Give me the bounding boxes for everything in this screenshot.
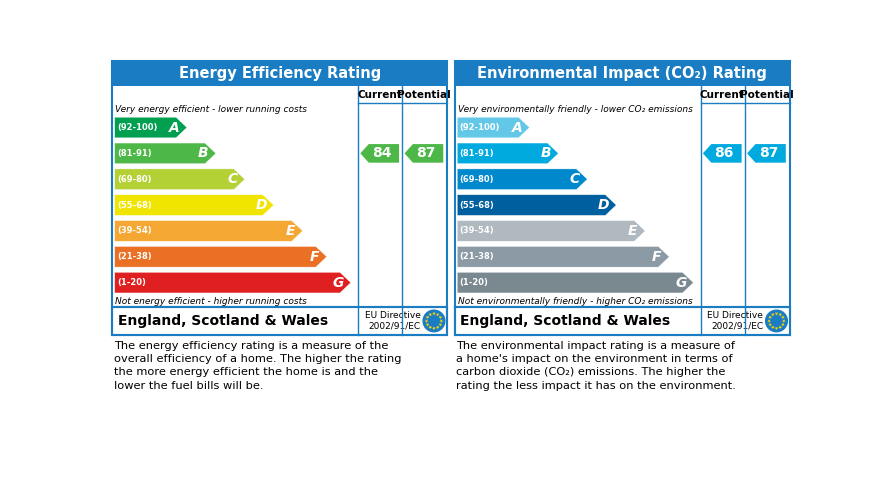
Polygon shape bbox=[432, 312, 436, 316]
Polygon shape bbox=[114, 117, 187, 138]
Text: (55-68): (55-68) bbox=[459, 201, 495, 210]
Text: (1-20): (1-20) bbox=[117, 278, 146, 287]
Text: (69-80): (69-80) bbox=[117, 175, 151, 184]
Text: (81-91): (81-91) bbox=[117, 149, 151, 158]
Text: B: B bbox=[198, 146, 209, 160]
Polygon shape bbox=[425, 319, 429, 323]
Text: E: E bbox=[285, 224, 295, 238]
Text: Very energy efficient - lower running costs: Very energy efficient - lower running co… bbox=[115, 105, 307, 113]
Text: 84: 84 bbox=[372, 146, 392, 160]
Polygon shape bbox=[458, 143, 559, 164]
Polygon shape bbox=[458, 169, 587, 190]
Polygon shape bbox=[747, 144, 786, 163]
Polygon shape bbox=[114, 169, 245, 190]
Polygon shape bbox=[426, 323, 429, 326]
Text: 86: 86 bbox=[715, 146, 734, 160]
Text: E: E bbox=[628, 224, 637, 238]
Text: The environmental impact rating is a measure of
a home's impact on the environme: The environmental impact rating is a mea… bbox=[457, 341, 737, 390]
Text: Energy Efficiency Rating: Energy Efficiency Rating bbox=[179, 66, 381, 81]
Text: G: G bbox=[333, 276, 344, 289]
Polygon shape bbox=[114, 220, 303, 241]
Circle shape bbox=[766, 310, 788, 332]
Polygon shape bbox=[768, 316, 772, 319]
Text: F: F bbox=[652, 250, 662, 264]
Polygon shape bbox=[432, 327, 436, 330]
Circle shape bbox=[423, 310, 444, 332]
Bar bbox=[455, 307, 789, 335]
Polygon shape bbox=[771, 313, 774, 317]
Text: England, Scotland & Wales: England, Scotland & Wales bbox=[118, 314, 328, 328]
Polygon shape bbox=[458, 220, 645, 241]
Polygon shape bbox=[458, 117, 530, 138]
Polygon shape bbox=[114, 195, 274, 215]
Text: Not energy efficient - higher running costs: Not energy efficient - higher running co… bbox=[115, 297, 307, 306]
Text: (69-80): (69-80) bbox=[459, 175, 494, 184]
Text: D: D bbox=[598, 198, 610, 212]
Text: D: D bbox=[255, 198, 267, 212]
Polygon shape bbox=[114, 246, 326, 267]
Text: (39-54): (39-54) bbox=[117, 226, 151, 236]
Text: The energy efficiency rating is a measure of the
overall efficiency of a home. T: The energy efficiency rating is a measur… bbox=[114, 341, 401, 390]
Polygon shape bbox=[778, 313, 782, 317]
Text: 87: 87 bbox=[759, 146, 778, 160]
Bar bbox=[455, 62, 789, 86]
Text: C: C bbox=[227, 172, 238, 186]
Text: (55-68): (55-68) bbox=[117, 201, 151, 210]
Polygon shape bbox=[458, 246, 670, 267]
Text: Environmental Impact (CO₂) Rating: Environmental Impact (CO₂) Rating bbox=[477, 66, 767, 81]
Polygon shape bbox=[429, 313, 432, 317]
Text: (92-100): (92-100) bbox=[117, 123, 158, 132]
Polygon shape bbox=[782, 319, 786, 323]
Text: (21-38): (21-38) bbox=[459, 252, 495, 261]
Polygon shape bbox=[405, 144, 444, 163]
Polygon shape bbox=[438, 316, 442, 319]
Text: Potential: Potential bbox=[397, 90, 451, 100]
Polygon shape bbox=[767, 319, 771, 323]
Text: G: G bbox=[675, 276, 686, 289]
Polygon shape bbox=[771, 326, 774, 329]
Text: Potential: Potential bbox=[739, 90, 793, 100]
Text: (81-91): (81-91) bbox=[459, 149, 495, 158]
Bar bbox=[455, 62, 789, 335]
Text: (1-20): (1-20) bbox=[459, 278, 488, 287]
Bar bbox=[113, 62, 447, 335]
Polygon shape bbox=[426, 316, 429, 319]
Polygon shape bbox=[458, 272, 693, 293]
Polygon shape bbox=[114, 272, 351, 293]
Polygon shape bbox=[439, 319, 444, 323]
Text: (39-54): (39-54) bbox=[459, 226, 495, 236]
Polygon shape bbox=[429, 326, 432, 329]
Polygon shape bbox=[436, 313, 439, 317]
Polygon shape bbox=[774, 327, 778, 330]
Text: England, Scotland & Wales: England, Scotland & Wales bbox=[460, 314, 671, 328]
Polygon shape bbox=[781, 323, 785, 326]
Polygon shape bbox=[114, 143, 216, 164]
Polygon shape bbox=[778, 326, 782, 329]
Polygon shape bbox=[458, 195, 616, 215]
Text: Not environmentally friendly - higher CO₂ emissions: Not environmentally friendly - higher CO… bbox=[458, 297, 693, 306]
Text: EU Directive
2002/91/EC: EU Directive 2002/91/EC bbox=[365, 311, 421, 331]
Polygon shape bbox=[781, 316, 785, 319]
Text: (21-38): (21-38) bbox=[117, 252, 151, 261]
Text: A: A bbox=[511, 120, 523, 135]
Bar bbox=[113, 307, 447, 335]
Text: C: C bbox=[570, 172, 580, 186]
Text: F: F bbox=[310, 250, 319, 264]
Text: A: A bbox=[169, 120, 180, 135]
Text: EU Directive
2002/91/EC: EU Directive 2002/91/EC bbox=[708, 311, 763, 331]
Text: Current: Current bbox=[700, 90, 744, 100]
Text: B: B bbox=[540, 146, 551, 160]
Polygon shape bbox=[360, 144, 399, 163]
Text: Very environmentally friendly - lower CO₂ emissions: Very environmentally friendly - lower CO… bbox=[458, 105, 693, 113]
Text: Current: Current bbox=[357, 90, 402, 100]
Polygon shape bbox=[438, 323, 442, 326]
Text: (92-100): (92-100) bbox=[459, 123, 500, 132]
Polygon shape bbox=[703, 144, 742, 163]
Polygon shape bbox=[774, 312, 778, 316]
Bar bbox=[113, 62, 447, 86]
Polygon shape bbox=[768, 323, 772, 326]
Text: 87: 87 bbox=[416, 146, 436, 160]
Polygon shape bbox=[436, 326, 439, 329]
